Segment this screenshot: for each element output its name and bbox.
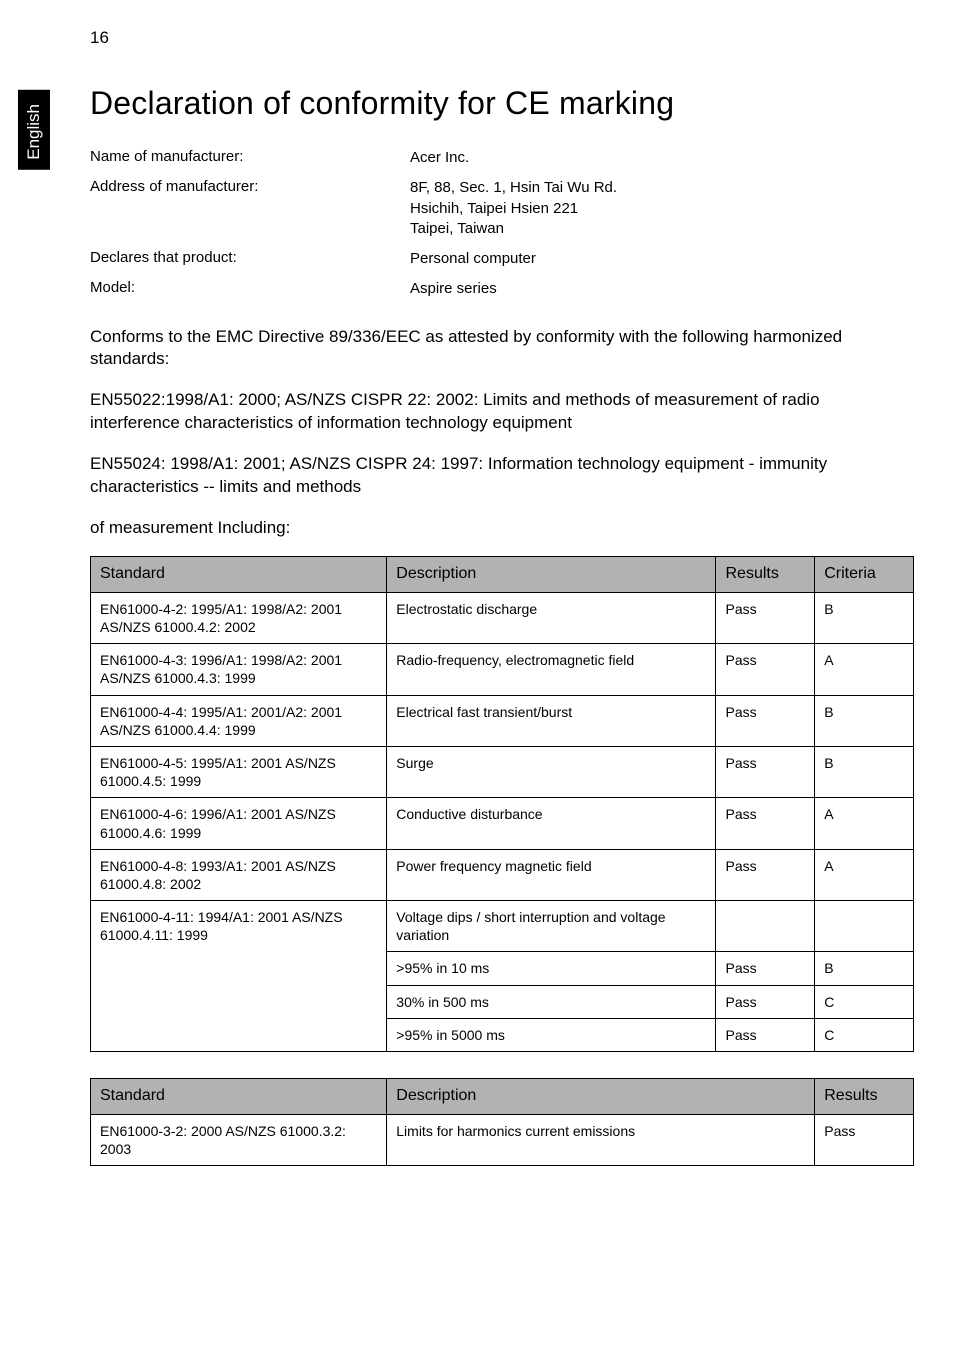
col-standard: Standard	[91, 1079, 387, 1115]
page-title: Declaration of conformity for CE marking	[90, 85, 914, 122]
cell-standard: EN61000-4-6: 1996/A1: 2001 AS/NZS 61000.…	[91, 798, 387, 849]
col-results: Results	[716, 557, 815, 593]
table-row: EN61000-4-5: 1995/A1: 2001 AS/NZS 61000.…	[91, 746, 914, 797]
col-description: Description	[387, 557, 716, 593]
cell-results: Pass	[716, 592, 815, 643]
cell-criteria	[815, 901, 914, 952]
manufacturer-value: Acer Inc.	[410, 148, 914, 168]
cell-description: Electrical fast transient/burst	[387, 695, 716, 746]
cell-results: Pass	[716, 798, 815, 849]
language-tab: English	[18, 90, 50, 170]
model-label: Model:	[90, 279, 410, 299]
cell-criteria: B	[815, 952, 914, 985]
cell-description: Voltage dips / short interruption and vo…	[387, 901, 716, 952]
col-results: Results	[815, 1079, 914, 1115]
declares-label: Declares that product:	[90, 249, 410, 269]
table-header-row: Standard Description Results	[91, 1079, 914, 1115]
model-value: Aspire series	[410, 279, 914, 299]
cell-results: Pass	[716, 985, 815, 1018]
table-row: EN61000-4-4: 1995/A1: 2001/A2: 2001 AS/N…	[91, 695, 914, 746]
col-criteria: Criteria	[815, 557, 914, 593]
conformity-paragraph-3: EN55024: 1998/A1: 2001; AS/NZS CISPR 24:…	[90, 453, 914, 499]
declares-value: Personal computer	[410, 249, 914, 269]
cell-results: Pass	[716, 746, 815, 797]
cell-results: Pass	[716, 695, 815, 746]
cell-description: >95% in 5000 ms	[387, 1018, 716, 1051]
cell-standard: EN61000-3-2: 2000 AS/NZS 61000.3.2: 2003	[91, 1114, 387, 1165]
cell-description: >95% in 10 ms	[387, 952, 716, 985]
manufacturer-label: Name of manufacturer:	[90, 148, 410, 168]
col-description: Description	[387, 1079, 815, 1115]
address-label: Address of manufacturer:	[90, 178, 410, 239]
table-row: EN61000-4-6: 1996/A1: 2001 AS/NZS 61000.…	[91, 798, 914, 849]
cell-results: Pass	[716, 952, 815, 985]
cell-criteria: A	[815, 798, 914, 849]
cell-standard: EN61000-4-3: 1996/A1: 1998/A2: 2001 AS/N…	[91, 644, 387, 695]
cell-criteria: C	[815, 985, 914, 1018]
cell-criteria: B	[815, 695, 914, 746]
cell-standard: EN61000-4-11: 1994/A1: 2001 AS/NZS 61000…	[91, 901, 387, 1052]
cell-description: Power frequency magnetic field	[387, 849, 716, 900]
conformity-paragraph-1: Conforms to the EMC Directive 89/336/EEC…	[90, 326, 914, 372]
col-standard: Standard	[91, 557, 387, 593]
cell-results: Pass	[716, 1018, 815, 1051]
standards-table-2: Standard Description Results EN61000-3-2…	[90, 1078, 914, 1166]
address-value: 8F, 88, Sec. 1, Hsin Tai Wu Rd.Hsichih, …	[410, 178, 914, 239]
cell-criteria: B	[815, 592, 914, 643]
cell-standard: EN61000-4-5: 1995/A1: 2001 AS/NZS 61000.…	[91, 746, 387, 797]
cell-criteria: A	[815, 644, 914, 695]
cell-criteria: B	[815, 746, 914, 797]
cell-standard: EN61000-4-4: 1995/A1: 2001/A2: 2001 AS/N…	[91, 695, 387, 746]
table-row: EN61000-4-2: 1995/A1: 1998/A2: 2001 AS/N…	[91, 592, 914, 643]
cell-description: 30% in 500 ms	[387, 985, 716, 1018]
table-row: EN61000-3-2: 2000 AS/NZS 61000.3.2: 2003…	[91, 1114, 914, 1165]
cell-criteria: A	[815, 849, 914, 900]
page-number: 16	[90, 28, 109, 48]
cell-description: Surge	[387, 746, 716, 797]
standards-table-1: Standard Description Results Criteria EN…	[90, 556, 914, 1052]
cell-description: Electrostatic discharge	[387, 592, 716, 643]
cell-description: Radio-frequency, electromagnetic field	[387, 644, 716, 695]
cell-standard: EN61000-4-8: 1993/A1: 2001 AS/NZS 61000.…	[91, 849, 387, 900]
cell-description: Limits for harmonics current emissions	[387, 1114, 815, 1165]
table-row: EN61000-4-11: 1994/A1: 2001 AS/NZS 61000…	[91, 901, 914, 952]
cell-results	[716, 901, 815, 952]
cell-description: Conductive disturbance	[387, 798, 716, 849]
cell-standard: EN61000-4-2: 1995/A1: 1998/A2: 2001 AS/N…	[91, 592, 387, 643]
cell-results: Pass	[716, 644, 815, 695]
table-row: EN61000-4-8: 1993/A1: 2001 AS/NZS 61000.…	[91, 849, 914, 900]
manufacturer-info: Name of manufacturer: Acer Inc. Address …	[90, 148, 914, 300]
subheading-measurement: of measurement Including:	[90, 517, 914, 540]
table-header-row: Standard Description Results Criteria	[91, 557, 914, 593]
table-row: EN61000-4-3: 1996/A1: 1998/A2: 2001 AS/N…	[91, 644, 914, 695]
cell-criteria: C	[815, 1018, 914, 1051]
conformity-paragraph-2: EN55022:1998/A1: 2000; AS/NZS CISPR 22: …	[90, 389, 914, 435]
cell-results: Pass	[815, 1114, 914, 1165]
cell-results: Pass	[716, 849, 815, 900]
